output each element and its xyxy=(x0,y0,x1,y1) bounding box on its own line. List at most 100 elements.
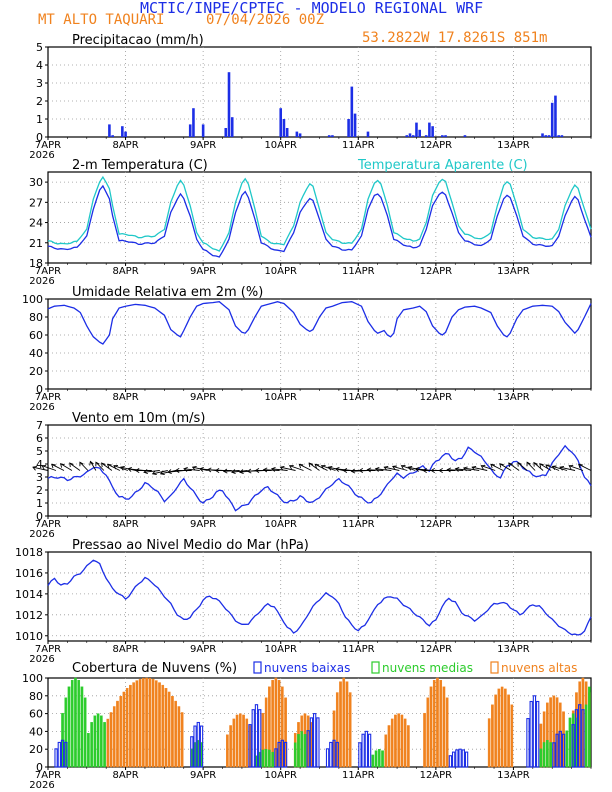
cloud-bar-nuvens-altas xyxy=(132,682,135,768)
pres-ytick-label: 1018 xyxy=(15,546,43,559)
cloud-bar-nuvens-altas xyxy=(161,684,165,768)
cloud-ytick-label: 80 xyxy=(29,690,43,703)
cloud-bar-nuvens-altas xyxy=(232,718,236,768)
cloud-bar-nuvens-baixas xyxy=(578,704,582,768)
precip-ytick-label: 1 xyxy=(36,113,43,126)
cloud-bar-nuvens-medias xyxy=(96,713,100,768)
wind-vector-head xyxy=(383,466,389,471)
wind-vector-head xyxy=(551,465,557,471)
cloud-bar-nuvens-medias xyxy=(100,715,103,768)
wind-vector xyxy=(143,470,160,473)
wind-vector-head xyxy=(438,468,443,473)
pres-ytick-label: 1010 xyxy=(15,630,43,643)
cloud-bar-nuvens-altas xyxy=(500,686,504,768)
precip-bar xyxy=(544,135,548,137)
wind-vector-head xyxy=(127,466,132,472)
precip-year-label: 2026 xyxy=(29,150,54,161)
wind-vector-head xyxy=(206,467,212,473)
wind-vector-head xyxy=(430,468,435,473)
cloud-legend-label-1: nuvens medias xyxy=(382,661,473,675)
temp-title: 2-m Temperatura (C) xyxy=(72,158,208,173)
cloud-bar-nuvens-baixas xyxy=(193,725,197,768)
cloud-bar-nuvens-altas xyxy=(158,682,161,768)
cloud-bar-nuvens-altas xyxy=(348,692,352,768)
wind-vector-head xyxy=(79,461,84,467)
cloud-bar-nuvens-baixas xyxy=(309,717,314,768)
wind-vector-head xyxy=(462,466,468,472)
wind-vector-head xyxy=(159,470,165,475)
precip-bar xyxy=(424,135,428,137)
cloud-bar-nuvens-altas xyxy=(242,714,245,768)
wind-ytick-label: 4 xyxy=(36,458,43,471)
wind-vector xyxy=(90,461,97,471)
wind-vector-head xyxy=(392,465,397,471)
pres-ytick-label: 1014 xyxy=(15,588,43,601)
wind-vector-head xyxy=(106,463,112,469)
wind-vector-head xyxy=(471,466,477,471)
wind-vector xyxy=(392,466,408,471)
precip-bar xyxy=(405,135,409,137)
cloud-bar-nuvens-medias xyxy=(271,751,274,768)
cloud-ytick-label: 0 xyxy=(36,761,43,774)
cloud-bar-nuvens-altas xyxy=(436,677,439,768)
wind-vector-head xyxy=(191,466,197,471)
wind-vector xyxy=(569,465,584,471)
cloud-bar-nuvens-medias xyxy=(300,731,304,768)
cloud-xtick-label: 13APR xyxy=(497,770,530,781)
cloud-xtick-label: 7APR xyxy=(35,770,61,781)
cloud-bar-nuvens-altas xyxy=(235,714,239,768)
rh-ytick-label: 0 xyxy=(36,383,43,396)
wind-vector-head xyxy=(342,468,348,473)
cloud-bar-nuvens-baixas xyxy=(335,741,339,768)
wind-vector xyxy=(552,466,568,471)
cloud-legend-swatch-1 xyxy=(371,661,380,674)
cloud-bar-nuvens-baixas xyxy=(60,739,65,768)
cloud-bar-nuvens-medias xyxy=(74,677,77,768)
cloud-bar-nuvens-baixas xyxy=(312,713,317,768)
cloud-bar-nuvens-baixas xyxy=(581,709,585,768)
wind-vector xyxy=(545,464,560,471)
pres-xtick-label: 8APR xyxy=(112,644,138,655)
cloud-bar-nuvens-altas xyxy=(394,714,397,768)
wind-xtick-label: 9APR xyxy=(190,519,216,530)
temp-year-label: 2026 xyxy=(29,276,54,287)
cloud-bar-nuvens-baixas xyxy=(329,741,333,768)
precip-frame xyxy=(47,46,592,138)
header-title: MCTIC/INPE/CPTEC - MODELO REGIONAL WRF xyxy=(140,0,484,17)
pres-series-line-0 xyxy=(47,559,592,636)
wind-ytick-label: 5 xyxy=(36,445,43,458)
wind-vector xyxy=(481,465,496,471)
temp-xtick-label: 8APR xyxy=(112,266,138,277)
cloud-bar-nuvens-altas xyxy=(226,734,229,768)
temp-xtick-label: 7APR xyxy=(35,266,61,277)
precip-bar xyxy=(282,119,286,137)
wind-vector xyxy=(152,470,168,475)
temp-series-line-1 xyxy=(47,175,592,252)
cloud-bar-nuvens-altas xyxy=(400,714,404,768)
wind-vector xyxy=(113,465,129,471)
wind-vector xyxy=(508,462,520,471)
precip-bar xyxy=(295,131,299,137)
cloud-bar-nuvens-baixas xyxy=(455,749,459,768)
rh-ytick-label: 20 xyxy=(29,365,43,378)
precip-bar xyxy=(230,117,234,137)
rh-ytick-label: 80 xyxy=(29,311,43,324)
wind-vector xyxy=(223,470,240,472)
precip-xtick-label: 13APR xyxy=(497,140,530,151)
wind-xtick-label: 11APR xyxy=(342,519,375,530)
wind-xtick-label: 7APR xyxy=(35,519,61,530)
cloud-bar-nuvens-altas xyxy=(164,688,168,768)
cloud-bar-nuvens-baixas xyxy=(54,748,58,768)
cloud-bar-nuvens-baixas xyxy=(555,733,559,768)
cloud-bar-nuvens-altas xyxy=(112,706,116,768)
cloud-bar-nuvens-altas xyxy=(426,697,430,768)
pres-xtick-label: 13APR xyxy=(497,644,530,655)
cloud-bar-nuvens-baixas xyxy=(464,751,469,768)
precip-bar xyxy=(547,135,551,137)
cloud-bar-nuvens-altas xyxy=(238,713,242,768)
cloud-bar-nuvens-baixas xyxy=(451,751,456,768)
pres-title: Pressao ao Nivel Medio do Mar (hPa) xyxy=(72,538,309,553)
precip-bar xyxy=(124,131,127,137)
wind-vector-head xyxy=(279,466,285,471)
